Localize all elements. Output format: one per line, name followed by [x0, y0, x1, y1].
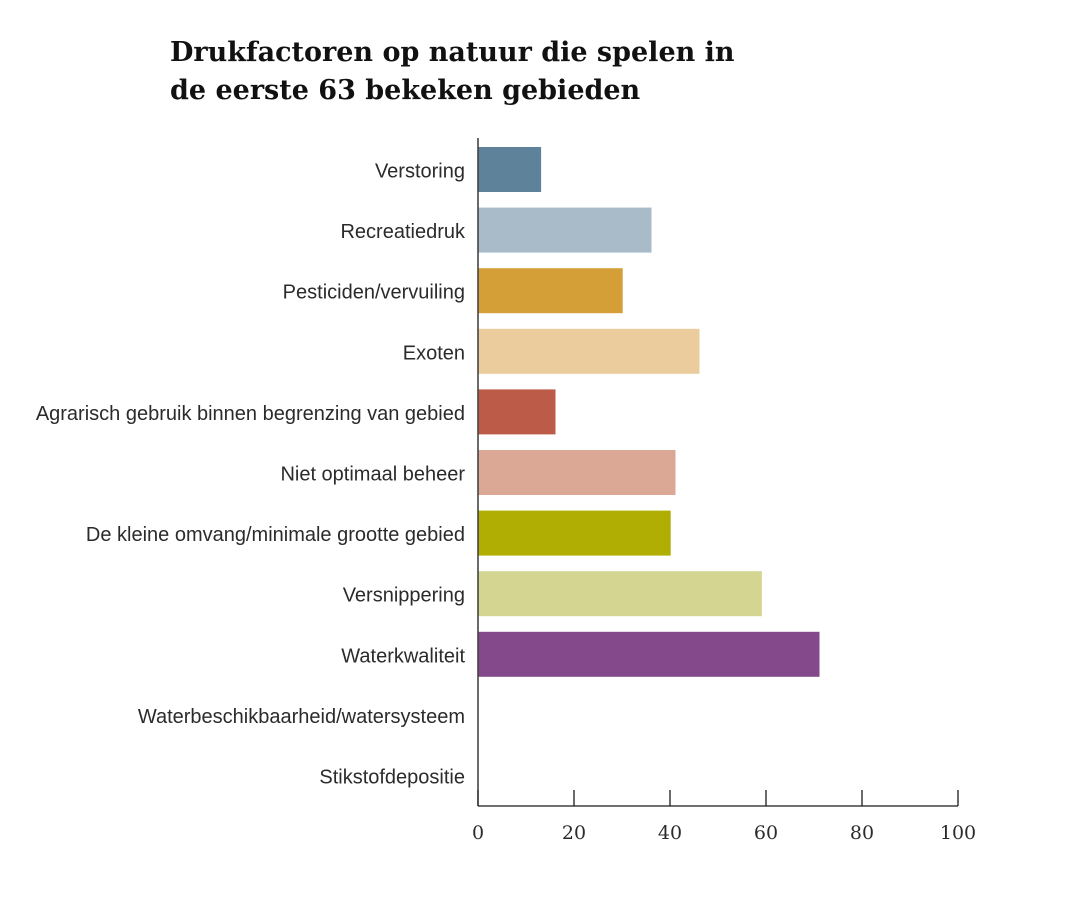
category-label-6: De kleine omvang/minimale grootte gebied	[86, 524, 465, 546]
x-axis-ticks: 0 20 40 60 80 100	[472, 790, 976, 844]
category-label-9: Waterbeschikbaarheid/watersysteem	[138, 706, 465, 728]
x-tick-label-2: 40	[658, 822, 682, 844]
bar-4	[478, 389, 556, 435]
x-tick-label-1: 20	[562, 822, 586, 844]
x-tick-label-0: 0	[472, 822, 484, 844]
bar-1	[478, 207, 652, 253]
bar-7	[478, 571, 762, 617]
category-label-4: Agrarisch gebruik binnen begrenzing van …	[36, 403, 465, 425]
category-label-3: Exoten	[403, 342, 465, 364]
category-labels: Verstoring Recreatiedruk Pesticiden/vervui…	[36, 161, 466, 789]
bar-2	[478, 268, 623, 314]
bar-5	[478, 450, 676, 495]
x-tick-label-5: 100	[940, 822, 976, 844]
category-label-5: Niet optimaal beheer	[280, 464, 465, 486]
chart-title: Drukfactoren op natuur die spelen in de …	[170, 34, 790, 110]
bar-0	[478, 147, 542, 192]
category-label-7: Versnippering	[343, 585, 465, 607]
bar-3	[478, 328, 700, 374]
category-label-8: Waterkwaliteit	[341, 645, 465, 667]
category-label-10: Stikstofdepositie	[319, 767, 465, 789]
category-label-2: Pesticiden/vervuiling	[283, 282, 465, 304]
chart-title-line-1: Drukfactoren op natuur die spelen in	[170, 37, 735, 68]
x-tick-label-4: 80	[850, 822, 874, 844]
chart-title-line-2: de eerste 63 bekeken gebieden	[170, 75, 641, 106]
bars-group	[478, 147, 820, 677]
category-label-0: Verstoring	[375, 161, 465, 183]
category-label-1: Recreatiedruk	[340, 221, 466, 243]
bar-8	[478, 631, 820, 677]
bar-6	[478, 510, 671, 556]
x-tick-label-3: 60	[754, 822, 778, 844]
